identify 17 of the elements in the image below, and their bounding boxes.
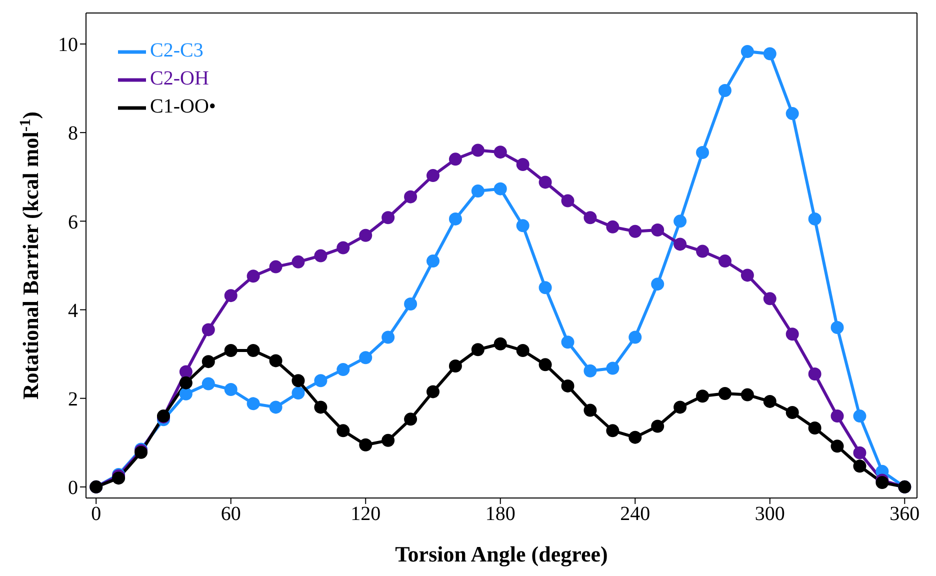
x-tick-label: 120 [350,503,381,526]
legend-label: C2-C3 [150,40,204,62]
x-tick-label: 180 [485,503,516,526]
y-tick-label: 6 [68,211,78,234]
y-tick-label: 0 [68,477,78,500]
y-tick-label: 8 [68,122,78,145]
x-axis-title: Torsion Angle (degree) [395,542,608,567]
legend-label: C1-OO• [150,96,216,118]
y-tick-label: 10 [58,34,78,56]
x-tick-label: 360 [890,503,920,526]
x-tick-label: 300 [754,503,785,526]
y-tick-label: 4 [68,300,78,322]
legend-label: C2-OH [150,68,209,90]
y-tick-label: 2 [68,388,78,410]
x-tick-label: 0 [91,503,102,526]
x-tick-label: 60 [220,503,241,526]
x-tick-label: 240 [620,503,650,526]
